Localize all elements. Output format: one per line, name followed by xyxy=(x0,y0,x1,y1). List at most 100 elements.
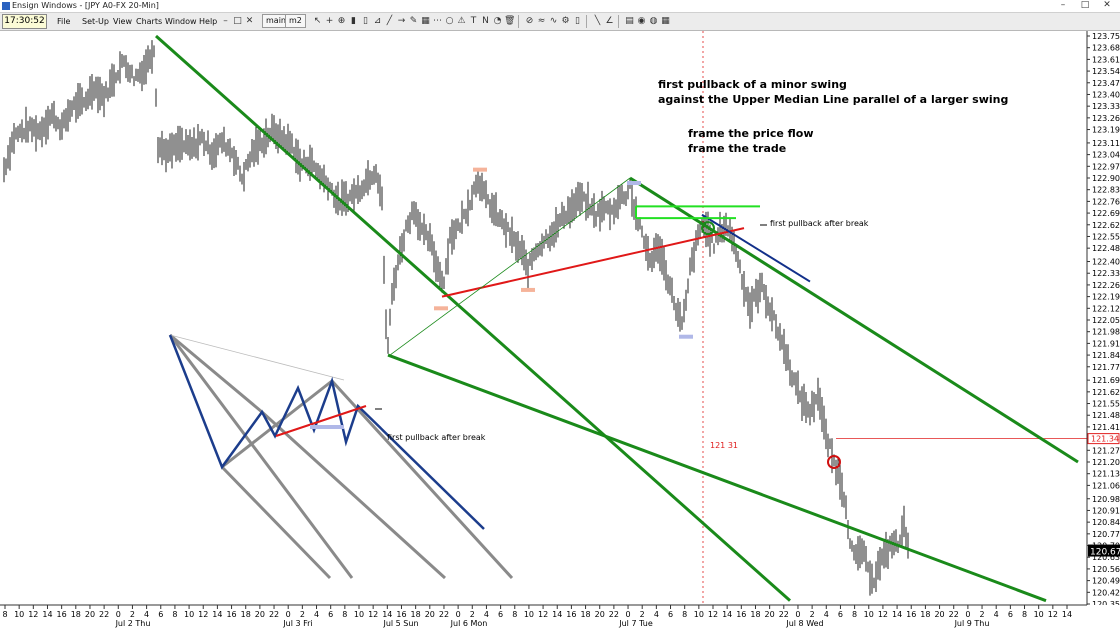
price-tick-label: 123.68 xyxy=(1092,44,1120,53)
trendline-icon[interactable]: ╱ xyxy=(386,16,393,26)
hour-tick-label: 10 xyxy=(184,610,194,619)
schematic-thin-line xyxy=(169,334,345,381)
minimize-button[interactable]: – xyxy=(1060,0,1066,10)
hour-tick-label: 10 xyxy=(694,610,704,619)
price-axis: 123.75 123.68 123.61 123.54 123.47 123.40 123.… xyxy=(1086,31,1120,609)
price-tick-label: 122.48 xyxy=(1092,244,1120,253)
schematic-gray-line xyxy=(330,379,514,580)
hour-tick-label: 20 xyxy=(595,610,605,619)
hour-tick-label: 16 xyxy=(566,610,576,619)
menu-charts[interactable]: Charts xyxy=(136,17,163,26)
chart-icon[interactable]: ◍ xyxy=(649,16,658,26)
minimize-child-icon[interactable]: – xyxy=(223,16,228,26)
mouse-icon[interactable]: ◔ xyxy=(493,16,502,26)
price-tick-label: 122.12 xyxy=(1092,304,1120,313)
hour-tick-label: 14 xyxy=(892,610,902,619)
close-button[interactable]: ✕ xyxy=(1103,0,1111,10)
pencil-icon[interactable]: ✎ xyxy=(409,16,418,26)
toolbar-separator xyxy=(618,15,619,28)
price-tick-label: 122.83 xyxy=(1092,186,1120,195)
pointer-icon[interactable]: ↖ xyxy=(313,16,322,26)
schematic-diagram xyxy=(168,333,514,580)
chart-lines xyxy=(155,34,1079,603)
hour-tick-label: 12 xyxy=(538,610,548,619)
grid2-icon[interactable]: ▦ xyxy=(661,16,670,26)
menu-setup[interactable]: Set-Up xyxy=(82,17,109,26)
candles-icon[interactable]: ▯ xyxy=(575,16,580,26)
price-tick-label: 121.69 xyxy=(1092,376,1120,385)
price-chart[interactable]: first pullback of a minor swing against t… xyxy=(0,31,1120,628)
gear-icon[interactable]: ⚙ xyxy=(561,16,570,26)
price-tick-label: 122.55 xyxy=(1092,232,1120,241)
schematic-gray-line xyxy=(221,379,333,469)
wave-icon[interactable]: ≈ xyxy=(537,16,546,26)
toolbar-separator xyxy=(586,15,587,28)
menu-help[interactable]: Help xyxy=(199,17,218,26)
stop-icon[interactable]: ⊘ xyxy=(525,16,534,26)
hour-tick-label: 2 xyxy=(640,610,645,619)
pivot-marker xyxy=(679,334,693,339)
sine-icon[interactable]: ∿ xyxy=(549,16,558,26)
pivot-marker xyxy=(434,306,448,311)
hour-tick-label: 6 xyxy=(838,610,843,619)
menu-window[interactable]: Window xyxy=(165,17,197,26)
price-tick-label: 120.63 xyxy=(1092,553,1120,562)
upper-median-line xyxy=(155,34,791,602)
price-tick-label: 122.40 xyxy=(1092,258,1120,267)
letter-n-icon[interactable]: N xyxy=(482,16,489,26)
hour-tick-label: 16 xyxy=(57,610,67,619)
hour-tick-label: 4 xyxy=(994,610,999,619)
zoom-icon[interactable]: ⊕ xyxy=(337,16,346,26)
line-icon[interactable]: ╲ xyxy=(594,16,601,26)
break-circle xyxy=(827,455,841,469)
restore-button[interactable]: □ xyxy=(1080,0,1090,10)
price-tick-label: 120.91 xyxy=(1092,506,1120,515)
date-label: Jul 7 Tue xyxy=(618,619,653,628)
price-tick-label: 120.98 xyxy=(1092,495,1120,504)
text-icon[interactable]: T xyxy=(470,16,477,26)
grid-icon[interactable]: ▦ xyxy=(421,16,430,26)
hour-tick-label: 22 xyxy=(99,610,109,619)
hour-tick-label: 20 xyxy=(765,610,775,619)
hour-tick-label: 2 xyxy=(130,610,135,619)
menu-view[interactable]: View xyxy=(113,17,132,26)
fib-icon[interactable]: ⋯ xyxy=(433,16,442,26)
price-tick-label: 123.75 xyxy=(1092,32,1120,41)
ruler-icon[interactable]: ⊿ xyxy=(373,16,382,26)
blue-slope-line xyxy=(701,213,811,283)
price-tick-label: 123.47 xyxy=(1092,79,1120,88)
restore-child-icon[interactable]: □ xyxy=(233,16,242,26)
cross-icon[interactable]: + xyxy=(325,16,334,26)
hour-tick-label: 8 xyxy=(342,610,347,619)
trash-icon[interactable]: 🗑 xyxy=(504,16,516,26)
bar-icon[interactable]: ▮ xyxy=(351,16,356,26)
ray-icon[interactable]: → xyxy=(397,16,406,26)
hour-tick-label: 14 xyxy=(1062,610,1072,619)
price-tick-label: 121.06 xyxy=(1092,481,1120,490)
center-label: 121 31 xyxy=(710,441,738,450)
menu-file[interactable]: File xyxy=(57,17,71,26)
hour-tick-label: 2 xyxy=(300,610,305,619)
price-tick-label: 123.61 xyxy=(1092,55,1120,64)
hour-tick-label: 8 xyxy=(172,610,177,619)
close-child-icon[interactable]: ✕ xyxy=(245,16,254,26)
candle-icon[interactable]: ▯ xyxy=(363,16,368,26)
hour-tick-label: 22 xyxy=(439,610,449,619)
study-icon[interactable]: ∠ xyxy=(605,16,614,26)
lower-median-line xyxy=(387,353,1047,603)
price-tick-label: 122.76 xyxy=(1092,197,1120,206)
hour-tick-label: 14 xyxy=(382,610,392,619)
price-tick-label: 121.20 xyxy=(1092,458,1120,467)
hour-tick-label: 4 xyxy=(144,610,149,619)
palette-icon[interactable]: ◉ xyxy=(637,16,646,26)
tab-m2[interactable]: m2 xyxy=(285,14,306,28)
hour-tick-label: 12 xyxy=(1048,610,1058,619)
circle-icon[interactable]: ○ xyxy=(445,16,454,26)
price-tick-label: 121.27 xyxy=(1092,446,1120,455)
hour-tick-label: 10 xyxy=(1034,610,1044,619)
price-tick-label: 122.62 xyxy=(1092,221,1120,230)
date-label: Jul 6 Mon xyxy=(450,619,488,628)
table-icon[interactable]: ▤ xyxy=(625,16,634,26)
alert-icon[interactable]: ⚠ xyxy=(457,16,466,26)
price-tick-label: 120.49 xyxy=(1092,577,1120,586)
